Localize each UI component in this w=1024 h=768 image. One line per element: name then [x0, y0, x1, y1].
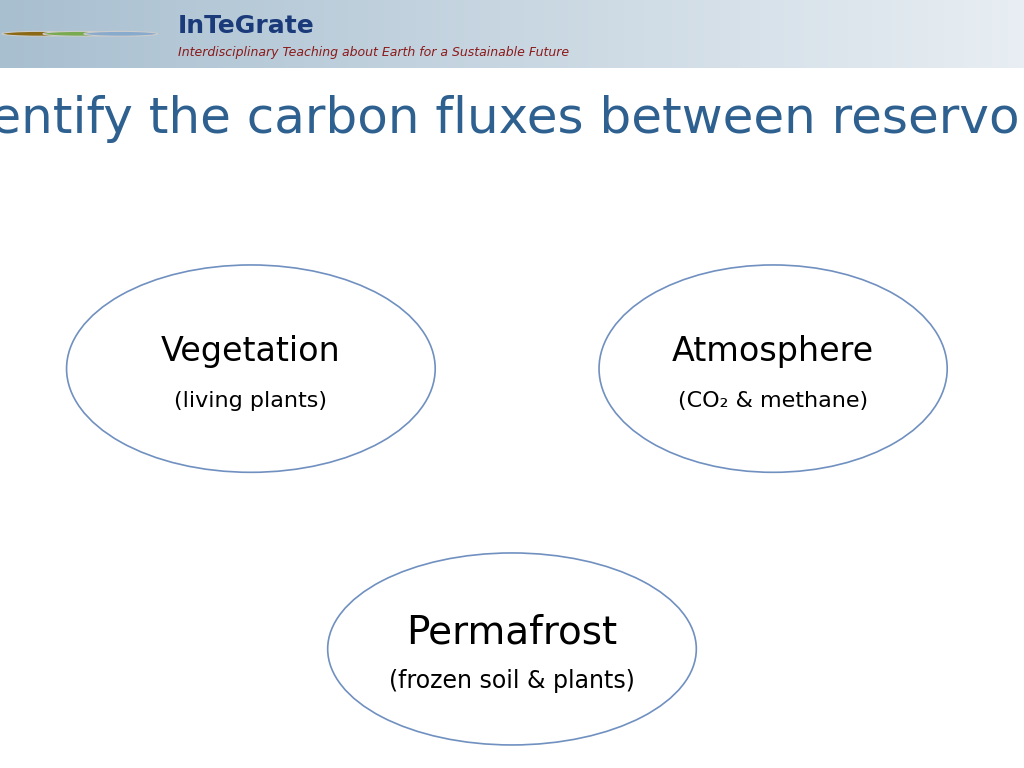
Text: Permafrost: Permafrost	[407, 613, 617, 651]
Text: Vegetation: Vegetation	[161, 336, 341, 368]
Text: (CO₂ & methane): (CO₂ & methane)	[678, 391, 868, 411]
Text: Interdisciplinary Teaching about Earth for a Sustainable Future: Interdisciplinary Teaching about Earth f…	[178, 46, 569, 59]
Text: Identify the carbon fluxes between reservoirs: Identify the carbon fluxes between reser…	[0, 95, 1024, 143]
Text: (living plants): (living plants)	[174, 391, 328, 411]
Text: (frozen soil & plants): (frozen soil & plants)	[389, 669, 635, 694]
Text: InTeGrate: InTeGrate	[178, 14, 315, 38]
Text: Atmosphere: Atmosphere	[672, 336, 874, 368]
Circle shape	[2, 31, 76, 36]
Circle shape	[84, 31, 158, 36]
Ellipse shape	[328, 553, 696, 745]
Ellipse shape	[67, 265, 435, 472]
Ellipse shape	[599, 265, 947, 472]
Circle shape	[43, 31, 117, 36]
